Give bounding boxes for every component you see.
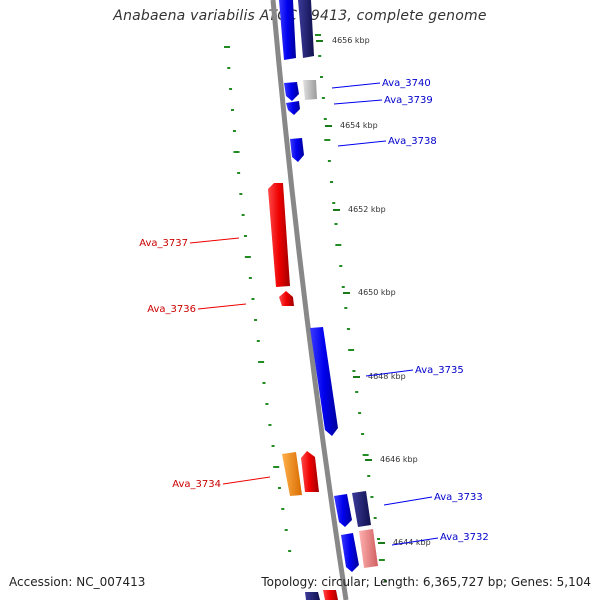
- scale-tick-label: 4656 kbp: [332, 36, 370, 45]
- gene-arrow[interactable]: [290, 138, 304, 162]
- scale-tick-label: 4652 kbp: [348, 205, 386, 214]
- gene-features: [268, 0, 378, 600]
- scale-tick-label: 4646 kbp: [380, 455, 418, 464]
- gene-arrow[interactable]: [282, 452, 302, 496]
- gene-arrow[interactable]: [323, 590, 338, 600]
- scale-tick-label: 4644 kbp: [393, 538, 431, 547]
- gene-arrow[interactable]: [268, 183, 290, 287]
- gene-arrow[interactable]: [279, 291, 294, 306]
- genome-backbone: [270, 0, 349, 600]
- gene-arrow[interactable]: [310, 327, 338, 436]
- scale-ticks: 4656 kbp 4654 kbp 4652 kbp 4650 kbp 4648…: [316, 36, 431, 547]
- gene-arrow[interactable]: [279, 0, 296, 60]
- scale-tick-label: 4648 kbp: [368, 372, 406, 381]
- gene-arrow[interactable]: [305, 592, 320, 600]
- gene-arrow[interactable]: [298, 0, 314, 58]
- gene-label-ava-3733[interactable]: Ava_3733: [434, 492, 483, 503]
- gene-label-ava-3737[interactable]: Ava_3737: [139, 238, 188, 249]
- gc-track-inner: [224, 46, 292, 552]
- gc-track-outer: [315, 34, 387, 582]
- gene-arrow[interactable]: [334, 494, 352, 527]
- gene-arrow[interactable]: [284, 82, 299, 101]
- gene-arrow[interactable]: [301, 451, 319, 492]
- gene-arrow[interactable]: [303, 80, 317, 100]
- gene-arrow[interactable]: [359, 529, 378, 568]
- scale-tick-label: 4650 kbp: [358, 288, 396, 297]
- forward-gene-labels: Ava_3740 Ava_3739 Ava_3738 Ava_3735 Ava_…: [331, 78, 489, 546]
- topology-text: Topology: circular; Length: 6,365,727 bp…: [261, 575, 591, 589]
- gene-label-ava-3739[interactable]: Ava_3739: [384, 95, 433, 106]
- gene-label-ava-3738[interactable]: Ava_3738: [388, 136, 437, 147]
- gene-arrow[interactable]: [352, 491, 371, 527]
- gene-label-ava-3740[interactable]: Ava_3740: [382, 78, 431, 89]
- gene-arrow[interactable]: [341, 533, 359, 572]
- reverse-gene-labels: Ava_3737 Ava_3736 Ava_3734: [139, 237, 271, 490]
- accession-text: Accession: NC_007413: [9, 575, 146, 589]
- scale-tick-label: 4654 kbp: [340, 121, 378, 130]
- gene-label-ava-3736[interactable]: Ava_3736: [147, 304, 196, 315]
- gene-label-ava-3732[interactable]: Ava_3732: [440, 532, 489, 543]
- gene-label-ava-3735[interactable]: Ava_3735: [415, 365, 464, 376]
- gene-label-ava-3734[interactable]: Ava_3734: [172, 479, 221, 490]
- gene-arrow[interactable]: [286, 101, 300, 115]
